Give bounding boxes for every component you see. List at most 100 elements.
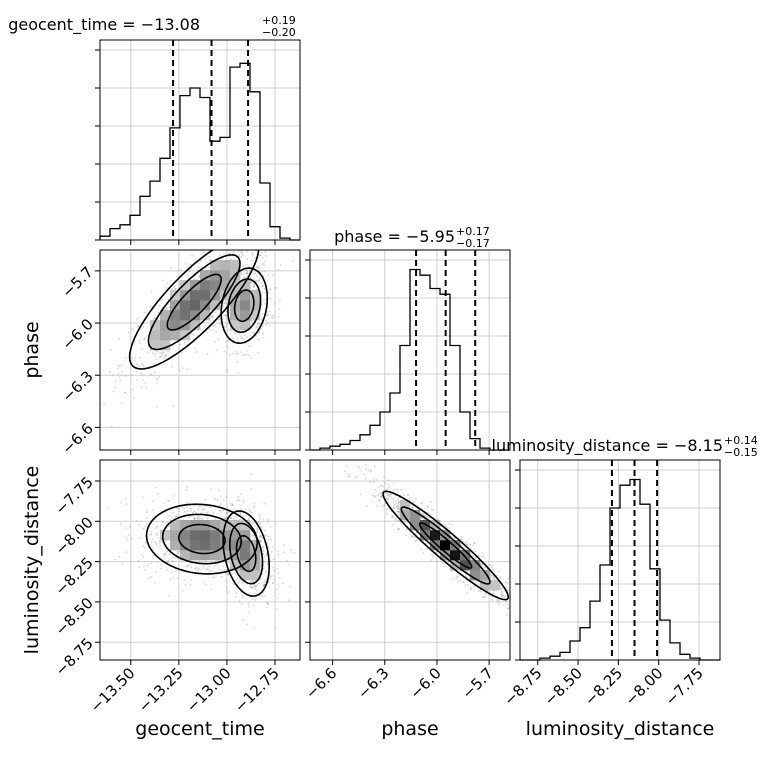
sample-point: [216, 564, 219, 567]
sample-point: [265, 570, 267, 572]
sample-point: [254, 280, 257, 282]
title-geocent-time-plus: +0.19: [262, 14, 296, 27]
sample-point: [167, 298, 170, 301]
sample-point: [222, 304, 225, 307]
sample-point: [242, 232, 244, 234]
sample-point: [264, 250, 267, 253]
density-cell: [200, 550, 211, 561]
sample-point: [144, 525, 147, 528]
sample-point: [138, 339, 141, 342]
density-cell: [230, 280, 241, 291]
sample-point: [459, 579, 462, 582]
sample-point: [277, 584, 280, 587]
sample-point: [143, 565, 145, 567]
sample-point: [203, 508, 205, 510]
panel-phase-vs-luminosity_distance: [305, 459, 531, 665]
sample-point: [230, 258, 233, 261]
sample-point: [251, 598, 254, 600]
sample-point: [308, 187, 310, 189]
sample-point: [242, 273, 245, 276]
sample-point: [184, 510, 186, 513]
sample-point: [263, 580, 266, 583]
sample-point: [239, 514, 242, 516]
sample-point: [149, 562, 152, 565]
sample-point: [248, 605, 251, 608]
sample-point: [357, 465, 360, 468]
contour-line: [220, 267, 269, 345]
sample-point: [157, 525, 159, 528]
sample-point: [251, 331, 254, 334]
density-cell: [190, 320, 201, 331]
x-tick-label: −12.75: [231, 664, 283, 716]
sample-point: [258, 277, 261, 280]
sample-point: [154, 581, 156, 584]
density-cell: [160, 530, 171, 541]
sample-point: [259, 515, 261, 518]
sample-point: [247, 345, 250, 347]
sample-point: [466, 592, 469, 594]
title-phase-minus: −0.17: [456, 237, 490, 250]
density-cell: [180, 330, 191, 341]
sample-point: [152, 509, 155, 512]
sample-point: [529, 610, 531, 612]
sample-point: [293, 551, 296, 554]
sample-point: [231, 337, 234, 340]
sample-point: [170, 287, 173, 290]
sample-point: [157, 537, 160, 540]
sample-point: [226, 323, 229, 326]
sample-point: [233, 331, 236, 333]
sample-point: [392, 507, 395, 509]
sample-point: [127, 331, 130, 334]
sample-point: [463, 546, 465, 549]
sample-point: [161, 306, 164, 309]
density-cell: [170, 520, 181, 531]
sample-point: [203, 251, 205, 253]
sample-point: [432, 555, 435, 558]
sample-point: [250, 587, 253, 589]
sample-point: [247, 518, 250, 521]
sample-point: [264, 534, 267, 537]
sample-point: [226, 513, 229, 515]
sample-point: [234, 595, 237, 598]
sample-point: [411, 506, 413, 508]
sample-point: [276, 597, 279, 600]
sample-point: [235, 353, 238, 355]
sample-point: [252, 505, 255, 508]
sample-point: [258, 246, 260, 248]
sample-point: [261, 325, 264, 328]
sample-point: [258, 269, 260, 272]
sample-point: [265, 601, 268, 604]
sample-point: [524, 605, 526, 607]
density-cell: [430, 530, 441, 541]
density-cell: [200, 280, 211, 291]
sample-point: [484, 592, 486, 595]
sample-point: [367, 469, 370, 472]
sample-point: [118, 376, 121, 378]
sample-point: [266, 518, 269, 521]
density-cell: [450, 550, 461, 561]
sample-point: [209, 319, 211, 322]
sample-point: [490, 566, 493, 569]
sample-point: [248, 334, 251, 337]
sample-point: [258, 322, 261, 325]
density-cell: [180, 520, 191, 531]
sample-point: [171, 560, 174, 563]
sample-point: [395, 518, 397, 521]
sample-point: [132, 328, 134, 331]
sample-point: [158, 376, 161, 379]
sample-point: [269, 288, 271, 291]
density-cell: [240, 290, 251, 301]
sample-point: [237, 352, 240, 355]
sample-point: [226, 512, 228, 514]
sample-point: [259, 535, 262, 538]
sample-point: [243, 334, 246, 337]
sample-point: [506, 607, 509, 610]
sample-point: [163, 502, 166, 505]
sample-point: [227, 346, 229, 349]
sample-point: [251, 586, 253, 589]
sample-point: [226, 322, 229, 325]
sample-point: [166, 550, 169, 552]
sample-point: [263, 555, 266, 558]
sample-point: [255, 326, 258, 329]
sample-point: [210, 570, 213, 572]
